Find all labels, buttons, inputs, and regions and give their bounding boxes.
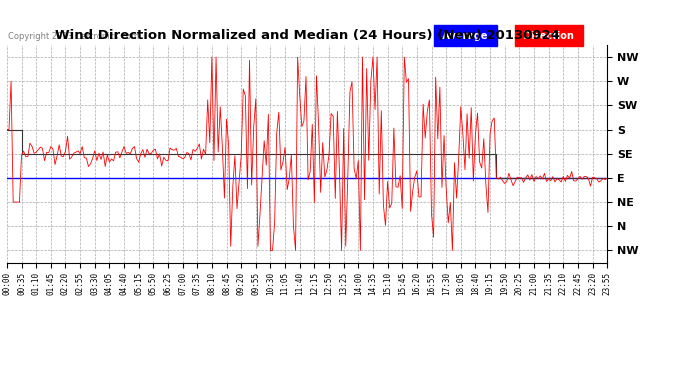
Title: Wind Direction Normalized and Median (24 Hours) (New) 20130924: Wind Direction Normalized and Median (24…	[55, 30, 560, 42]
Text: Direction: Direction	[520, 31, 578, 40]
Text: Average: Average	[439, 31, 491, 40]
Text: Copyright 2013 Cartronics.com: Copyright 2013 Cartronics.com	[8, 32, 139, 40]
